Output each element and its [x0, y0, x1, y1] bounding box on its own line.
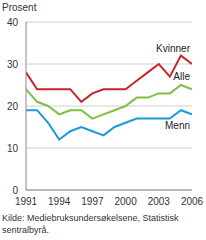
svg-text:20: 20	[7, 101, 19, 112]
svg-text:2006: 2006	[181, 196, 204, 207]
svg-text:1991: 1991	[15, 196, 38, 207]
svg-text:10: 10	[7, 143, 19, 154]
html-text:Kilde: Mediebruksundersøkelsen: Kilde: Mediebruksundersøkelsene, Statist…	[2, 213, 179, 235]
svg-text:Menn: Menn	[165, 120, 190, 131]
svg-text:2000: 2000	[114, 196, 137, 207]
svg-text:1997: 1997	[81, 196, 104, 207]
svg-text:40: 40	[7, 17, 19, 28]
svg-text:Alle: Alle	[173, 71, 190, 82]
html-text:Prosent: Prosent	[2, 2, 37, 13]
svg-text:30: 30	[7, 59, 19, 70]
svg-text:1994: 1994	[48, 196, 71, 207]
svg-text:Kvinner: Kvinner	[156, 43, 191, 54]
svg-text:2003: 2003	[148, 196, 171, 207]
svg-text:0: 0	[12, 185, 18, 196]
